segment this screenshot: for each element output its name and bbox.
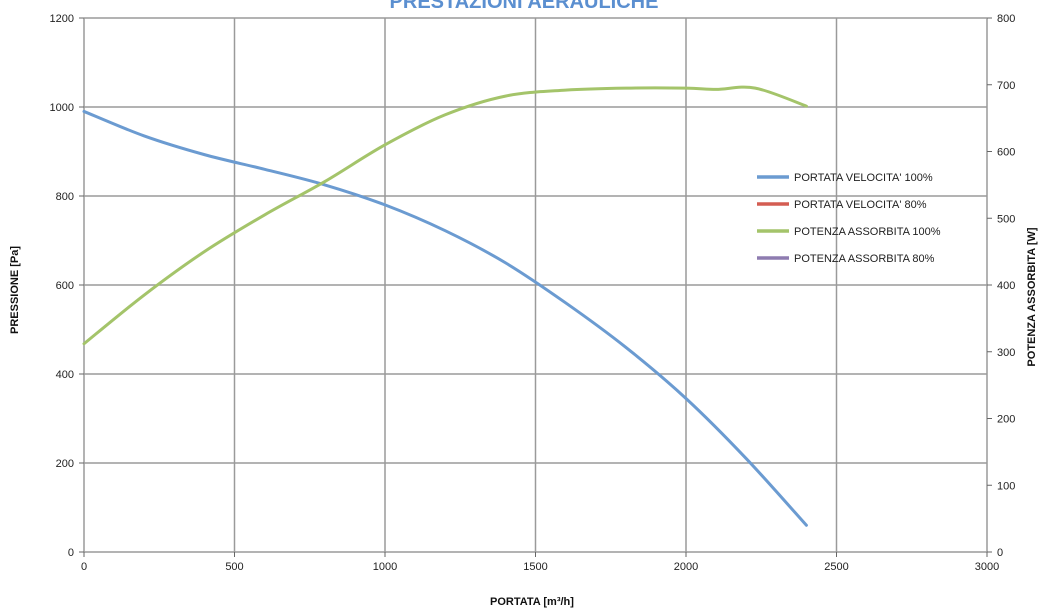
series-line-potenza-assorbita-100 bbox=[82, 85, 808, 346]
y-tick-label: 0 bbox=[68, 547, 74, 559]
series-layer bbox=[82, 85, 808, 527]
x-tick-label: 2500 bbox=[824, 561, 848, 573]
x-axis-title: PORTATA [m³/h] bbox=[490, 596, 574, 608]
x-tick-label: 500 bbox=[225, 561, 243, 573]
y2-tick-label: 500 bbox=[997, 213, 1015, 225]
y-tick-label: 1200 bbox=[50, 13, 74, 25]
y-tick-label: 400 bbox=[56, 369, 74, 381]
y-tick-label: 200 bbox=[56, 458, 74, 470]
legend-label: PORTATA VELOCITA' 100% bbox=[794, 172, 933, 184]
y-tick-label: 600 bbox=[56, 280, 74, 292]
x-tick-label: 0 bbox=[81, 561, 87, 573]
legend-label: POTENZA ASSORBITA 80% bbox=[794, 253, 935, 265]
x-tick-label: 3000 bbox=[975, 561, 999, 573]
y2-tick-label: 700 bbox=[997, 80, 1015, 92]
y2-tick-label: 0 bbox=[997, 547, 1003, 559]
y2-axis-title: POTENZA ASSORBITA [W] bbox=[1026, 227, 1038, 366]
y-tick-labels: 0 200 400 600 800 1000 1200 bbox=[50, 13, 84, 559]
y-tick-label: 1000 bbox=[50, 102, 74, 114]
y2-tick-labels: 0 100 200 300 400 500 600 700 800 bbox=[987, 13, 1015, 559]
x-tick-label: 1500 bbox=[523, 561, 547, 573]
legend-label: POTENZA ASSORBITA 100% bbox=[794, 226, 941, 238]
y2-tick-label: 200 bbox=[997, 414, 1015, 426]
chart-title: PRESTAZIONI AERAULICHE bbox=[390, 0, 659, 13]
y2-tick-label: 100 bbox=[997, 480, 1015, 492]
y2-tick-label: 300 bbox=[997, 347, 1015, 359]
legend-label: PORTATA VELOCITA' 80% bbox=[794, 199, 927, 211]
x-tick-label: 1000 bbox=[373, 561, 397, 573]
y-tick-label: 800 bbox=[56, 191, 74, 203]
y2-tick-label: 800 bbox=[997, 13, 1015, 25]
grid bbox=[83, 17, 988, 553]
y2-tick-label: 600 bbox=[997, 147, 1015, 159]
y2-tick-label: 400 bbox=[997, 280, 1015, 292]
legend: PORTATA VELOCITA' 100% PORTATA VELOCITA' … bbox=[757, 172, 941, 265]
y-axis-title: PRESSIONE [Pa] bbox=[9, 246, 21, 334]
series-line-portata-velocita-100 bbox=[82, 109, 808, 527]
x-tick-label: 2000 bbox=[674, 561, 698, 573]
x-tick-labels: 0 500 1000 1500 2000 2500 3000 bbox=[81, 552, 999, 573]
